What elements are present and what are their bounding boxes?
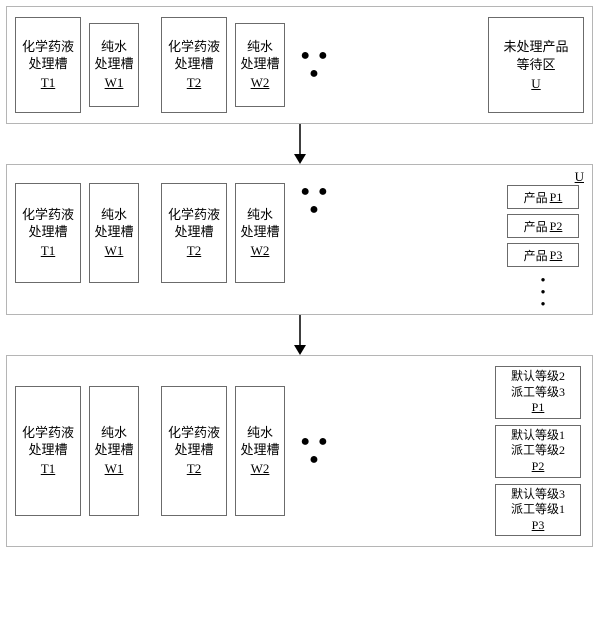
tank-id: T2 [187,461,201,477]
ellipsis-horizontal: ● ● ● [293,433,337,469]
stage-3: 化学药液处理槽 T1 纯水处理槽 W1 化学药液处理槽 T2 纯水处理槽 W2 ● ● ● 默认等… [6,355,593,547]
chemical-tank: 化学药液处理槽 T1 [15,17,81,113]
tank-label: 化学药液处理槽 [168,425,220,459]
tank-label: 纯水处理槽 [94,39,133,73]
tank-label: 化学药液处理槽 [168,39,220,73]
tank-id: T2 [187,243,201,259]
ellipsis-horizontal: ● ● ● [293,47,337,83]
chemical-tank: 化学药液处理槽 T2 [161,386,227,516]
waiting-area-label: 未处理产品等待区 [503,38,568,73]
tank-label: 化学药液处理槽 [22,425,74,459]
ranked-id: P2 [532,459,545,475]
product-prefix: 产品 [524,247,548,264]
tank-id: T1 [41,75,55,91]
default-rank: 默认等级3 [511,487,565,503]
product-item: 产品P1 [507,185,579,209]
product-prefix: 产品 [524,218,548,235]
ranked-item: 默认等级1派工等级2P2 [495,425,581,478]
water-tank: 纯水处理槽 W2 [235,386,285,516]
chemical-tank: 化学药液处理槽 T1 [15,183,81,283]
product-prefix: 产品 [524,189,548,206]
ranked-item: 默认等级2派工等级3P1 [495,366,581,419]
arrow-between-stages [6,124,593,164]
product-id: P3 [550,248,563,263]
water-tank: 纯水处理槽 W2 [235,23,285,107]
tank-id: W2 [251,243,270,259]
diagram-root: 化学药液处理槽 T1 纯水处理槽 W1 化学药液处理槽 T2 纯水处理槽 W2 ● ● ● 未处理… [6,6,593,547]
tank-label: 纯水处理槽 [240,425,279,459]
tank-id: W1 [105,461,124,477]
tank-label: 纯水处理槽 [94,425,133,459]
ranked-id: P1 [532,400,545,416]
chemical-tank: 化学药液处理槽 T2 [161,183,227,283]
tank-label: 化学药液处理槽 [22,39,74,73]
chemical-tank: 化学药液处理槽 T2 [161,17,227,113]
ranked-id: P3 [532,518,545,534]
product-item: 产品P3 [507,243,579,267]
water-tank: 纯水处理槽 W1 [89,386,139,516]
chemical-tank: 化学药液处理槽 T1 [15,386,81,516]
water-tank: 纯水处理槽 W2 [235,183,285,283]
default-rank: 默认等级2 [511,369,565,385]
dispatch-rank: 派工等级1 [511,502,565,518]
product-id: P2 [550,219,563,234]
water-tank: 纯水处理槽 W1 [89,183,139,283]
ranked-queue: 默认等级2派工等级3P1 默认等级1派工等级2P2 默认等级3派工等级1P3 [492,366,584,536]
tank-label: 化学药液处理槽 [22,207,74,241]
tank-id: W2 [251,461,270,477]
stage-1: 化学药液处理槽 T1 纯水处理槽 W1 化学药液处理槽 T2 纯水处理槽 W2 ● ● ● 未处理… [6,6,593,124]
product-queue: U产品P1产品P2产品P3●●● [502,183,584,310]
tank-id: T1 [41,461,55,477]
tank-label: 化学药液处理槽 [168,207,220,241]
ranked-item: 默认等级3派工等级1P3 [495,484,581,537]
dispatch-rank: 派工等级2 [511,443,565,459]
water-tank: 纯水处理槽 W1 [89,23,139,107]
dispatch-rank: 派工等级3 [511,385,565,401]
arrow-down-icon [292,315,308,355]
product-item: 产品P2 [507,214,579,238]
tank-id: T1 [41,243,55,259]
arrow-down-icon [292,124,308,164]
tank-id: W2 [251,75,270,91]
ellipsis-horizontal: ● ● ● [293,183,337,219]
tank-id: T2 [187,75,201,91]
tank-label: 纯水处理槽 [240,207,279,241]
tank-label: 纯水处理槽 [240,39,279,73]
ellipsis-vertical: ●●● [541,274,546,310]
tank-id: W1 [105,75,124,91]
product-id: P1 [550,190,563,205]
default-rank: 默认等级1 [511,428,565,444]
arrow-between-stages [6,315,593,355]
stage-2: 化学药液处理槽T1纯水处理槽W1化学药液处理槽T2纯水处理槽W2● ● ●U产品… [6,164,593,315]
tank-id: W1 [105,243,124,259]
waiting-area-box: 未处理产品等待区 U [488,17,584,113]
tank-label: 纯水处理槽 [94,207,133,241]
queue-id: U [575,169,584,185]
waiting-area-id: U [531,76,540,92]
